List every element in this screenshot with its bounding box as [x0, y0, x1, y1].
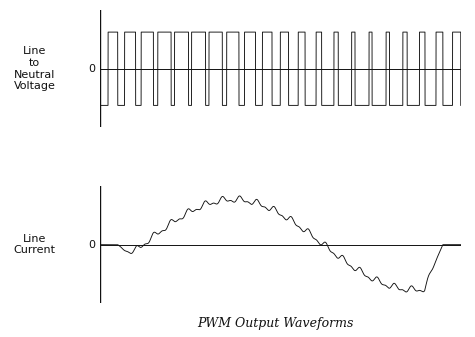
Text: 0: 0: [88, 240, 95, 250]
Text: Line
Current: Line Current: [14, 234, 56, 255]
Text: Line
to
Neutral
Voltage: Line to Neutral Voltage: [14, 47, 56, 91]
Text: 0: 0: [88, 64, 95, 74]
Text: PWM Output Waveforms: PWM Output Waveforms: [197, 317, 354, 330]
